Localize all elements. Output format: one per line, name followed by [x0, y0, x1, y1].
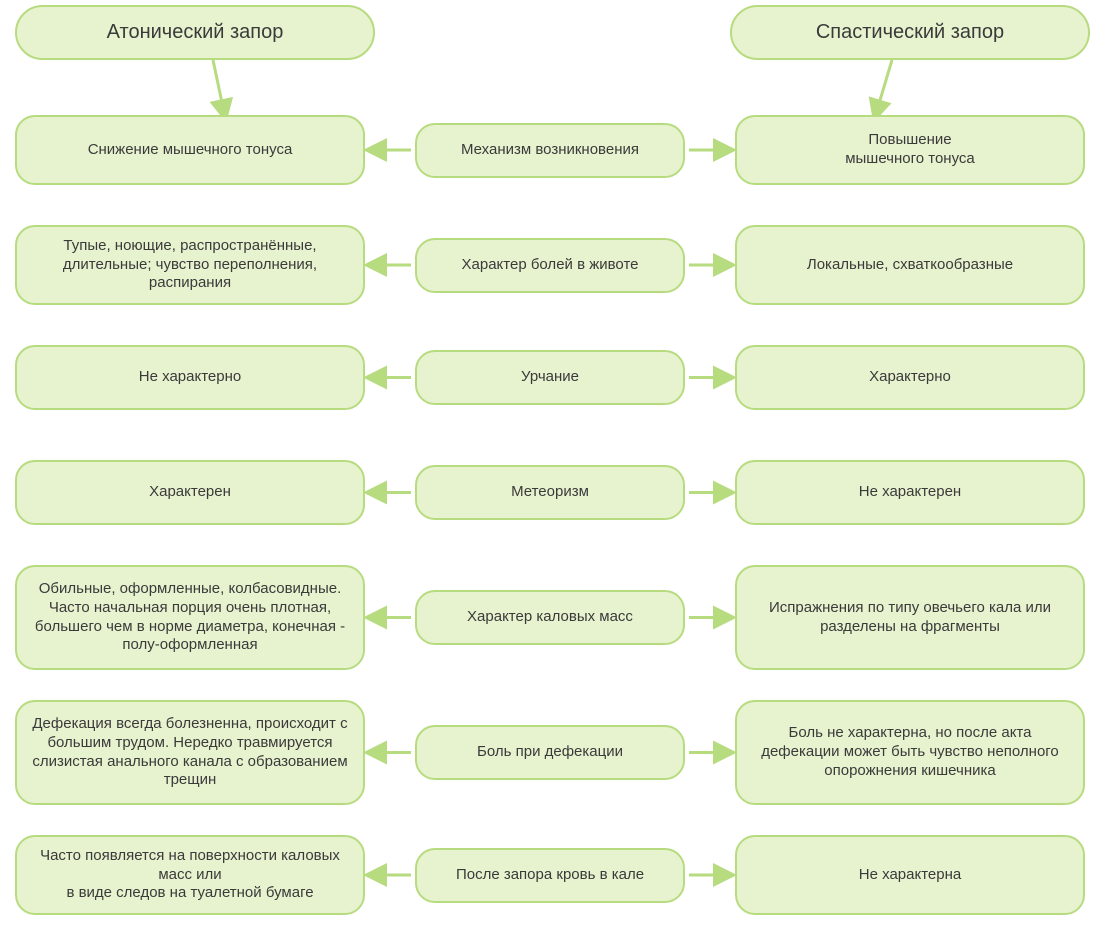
row-3-left: Характерен [15, 460, 365, 525]
row-4-center: Характер каловых масс [415, 590, 685, 645]
row-2-left: Не характерно [15, 345, 365, 410]
row-5-center: Боль при дефекации [415, 725, 685, 780]
row-3-center: Метеоризм [415, 465, 685, 520]
row-2-center: Урчание [415, 350, 685, 405]
header-right: Спастический запор [730, 5, 1090, 60]
row-0-center: Механизм возникновения [415, 123, 685, 178]
row-4-right: Испражнения по типу овечьего кала или ра… [735, 565, 1085, 670]
row-6-left: Часто появляется на поверхности каловых … [15, 835, 365, 915]
row-6-center: После запора кровь в кале [415, 848, 685, 903]
row-1-right: Локальные, схваткообразные [735, 225, 1085, 305]
row-1-center: Характер болей в животе [415, 238, 685, 293]
row-3-right: Не характерен [735, 460, 1085, 525]
row-1-left: Тупые, ноющие, распространённые, длитель… [15, 225, 365, 305]
row-5-left: Дефекация всегда болезненна, происходит … [15, 700, 365, 805]
row-6-right: Не характерна [735, 835, 1085, 915]
header-left: Атонический запор [15, 5, 375, 60]
row-4-left: Обильные, оформленные, колбасовидные. Ча… [15, 565, 365, 670]
row-2-right: Характерно [735, 345, 1085, 410]
row-5-right: Боль не характерна, но после акта дефека… [735, 700, 1085, 805]
row-0-left: Снижение мышечного тонуса [15, 115, 365, 185]
row-0-right: Повышениемышечного тонуса [735, 115, 1085, 185]
